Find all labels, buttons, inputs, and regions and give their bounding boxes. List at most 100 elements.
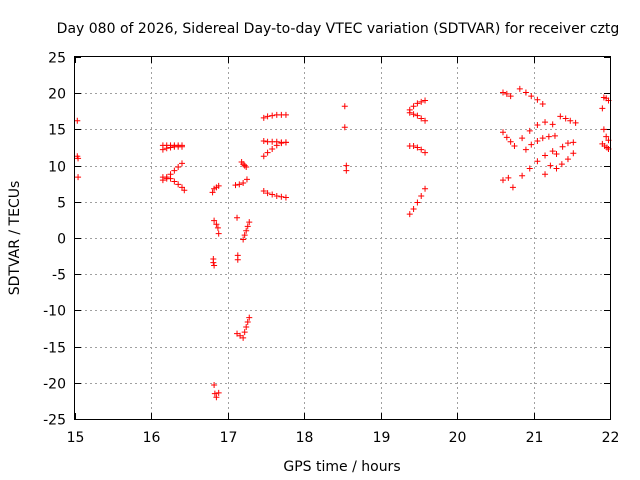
data-point-marker xyxy=(558,161,565,168)
data-point-marker xyxy=(234,214,241,221)
data-point-marker xyxy=(260,187,267,194)
data-point-marker xyxy=(500,129,506,136)
data-point-marker xyxy=(343,162,350,169)
series-seg-01 xyxy=(74,117,82,181)
x-tick-label: 20 xyxy=(449,430,467,446)
series-seg-24 xyxy=(500,89,514,100)
data-point-marker xyxy=(600,126,607,133)
series-seg-35 xyxy=(599,105,612,152)
data-point-marker xyxy=(503,90,510,97)
tick-labels: 15 16 17 18 19 20 21 22 -25 -20 -15 -10 -5 0 5 10 15 20 25 xyxy=(43,51,619,447)
data-point-marker xyxy=(503,134,510,141)
x-tick-label: 22 xyxy=(602,430,620,446)
data-point-marker xyxy=(213,221,220,228)
data-point-marker xyxy=(264,113,271,120)
x-tick-label: 21 xyxy=(526,430,544,446)
data-point-marker xyxy=(414,112,421,119)
data-point-marker xyxy=(179,160,185,167)
data-point-marker xyxy=(418,98,425,105)
data-point-marker xyxy=(269,145,276,152)
data-point-marker xyxy=(236,181,243,188)
data-point-marker xyxy=(526,165,533,172)
data-point-marker xyxy=(511,143,518,150)
series-seg-11 xyxy=(238,158,250,171)
data-point-marker xyxy=(167,175,174,182)
data-point-marker xyxy=(422,185,429,192)
data-point-marker xyxy=(269,112,276,119)
series-seg-06 xyxy=(209,182,222,196)
data-point-marker xyxy=(534,137,541,144)
data-point-marker xyxy=(509,184,516,191)
data-point-marker xyxy=(547,162,554,169)
data-point-marker xyxy=(542,152,549,159)
data-point-marker xyxy=(282,111,289,118)
series-seg-12 xyxy=(234,214,241,263)
data-point-marker xyxy=(516,85,523,92)
series-seg-05 xyxy=(159,174,188,194)
y-tick-label: -15 xyxy=(43,341,66,357)
data-point-marker xyxy=(528,141,535,148)
series-seg-18 xyxy=(260,187,289,201)
data-point-marker xyxy=(341,103,348,110)
data-point-marker xyxy=(522,146,529,153)
series-seg-32 xyxy=(553,150,577,172)
series-seg-17 xyxy=(260,137,289,146)
data-point-marker xyxy=(526,127,533,134)
data-point-marker xyxy=(175,181,182,188)
series-seg-08 xyxy=(210,255,218,269)
series-seg-30 xyxy=(519,148,556,179)
data-point-marker xyxy=(264,190,271,197)
series-seg-23 xyxy=(406,185,429,218)
data-point-marker xyxy=(232,182,239,189)
data-point-marker xyxy=(215,389,222,396)
grid xyxy=(75,57,610,419)
series-seg-09 xyxy=(211,381,222,401)
data-point-marker xyxy=(234,330,241,337)
data-point-marker xyxy=(213,394,220,401)
data-point-marker xyxy=(211,262,218,269)
data-point-marker xyxy=(534,158,541,165)
x-tick-label: 16 xyxy=(143,430,161,446)
data-point-marker xyxy=(567,117,574,124)
data-point-marker xyxy=(528,93,535,100)
data-point-marker xyxy=(562,115,569,122)
data-point-marker xyxy=(557,113,564,120)
data-point-marker xyxy=(422,149,429,156)
data-point-marker xyxy=(210,259,217,266)
data-point-marker xyxy=(241,329,248,336)
data-point-marker xyxy=(179,142,185,149)
data-point-marker xyxy=(507,138,514,145)
data-point-marker xyxy=(211,217,218,224)
data-point-marker xyxy=(74,117,81,124)
data-point-marker xyxy=(171,167,178,174)
data-point-marker xyxy=(410,103,417,110)
data-point-marker xyxy=(240,236,247,243)
data-point-marker xyxy=(500,89,506,96)
data-point-marker xyxy=(545,133,552,140)
series-seg-04 xyxy=(159,160,185,184)
data-point-marker xyxy=(211,390,218,397)
series-seg-36 xyxy=(599,140,612,152)
data-point-marker xyxy=(603,133,610,140)
data-point-marker xyxy=(418,193,425,200)
data-point-marker xyxy=(246,219,253,226)
series-seg-14 xyxy=(234,314,253,341)
data-point-marker xyxy=(414,100,421,107)
data-point-marker xyxy=(341,124,348,131)
data-point-marker xyxy=(542,119,549,126)
series-seg-26 xyxy=(500,129,518,150)
y-tick-label: 20 xyxy=(48,87,66,103)
data-point-marker xyxy=(246,314,253,321)
series-seg-22 xyxy=(406,143,429,156)
data-point-marker xyxy=(564,140,571,147)
data-point-marker xyxy=(410,143,417,150)
x-tick-label: 18 xyxy=(296,430,314,446)
data-point-marker xyxy=(414,144,421,151)
y-tick-label: 15 xyxy=(48,123,66,139)
data-point-marker xyxy=(519,135,526,142)
data-point-marker xyxy=(243,324,250,331)
data-point-marker xyxy=(244,223,251,230)
data-point-marker xyxy=(244,318,251,325)
y-tick-label: -20 xyxy=(43,377,66,393)
